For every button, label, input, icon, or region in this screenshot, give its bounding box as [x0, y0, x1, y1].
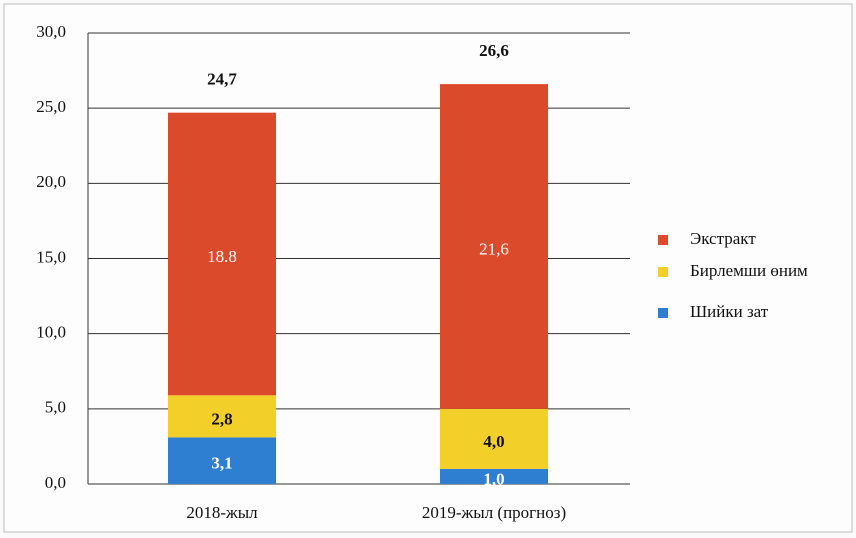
total-label: 26,6	[479, 41, 509, 60]
data-label: 18.8	[207, 247, 237, 266]
bar-segment	[440, 84, 548, 409]
legend-marker	[658, 267, 668, 277]
chart-frame	[3, 3, 853, 533]
legend-label: Экстракт	[690, 229, 756, 248]
y-tick-label: 0,0	[45, 473, 66, 492]
legend-marker	[658, 235, 668, 245]
y-tick-label: 30,0	[36, 22, 66, 41]
data-label: 1,0	[483, 469, 504, 488]
bar-segment	[440, 468, 548, 484]
y-tick-label: 25,0	[36, 97, 66, 116]
data-label: 21,6	[479, 239, 509, 258]
bar-segment	[440, 408, 548, 469]
data-label: 3,1	[211, 454, 232, 473]
data-label: 4,0	[483, 432, 504, 451]
x-tick-label: 2019-жыл (прогноз)	[422, 503, 566, 522]
bar-segment	[168, 395, 276, 438]
data-label: 2,8	[211, 409, 232, 428]
y-tick-label: 20,0	[36, 172, 66, 191]
bar-segment	[168, 112, 276, 396]
y-tick-label: 15,0	[36, 247, 66, 266]
legend-label: Бирлемши өним	[690, 261, 808, 280]
y-tick-label: 10,0	[36, 323, 66, 342]
y-tick-label: 5,0	[45, 398, 66, 417]
legend-marker	[658, 308, 668, 318]
x-tick-label: 2018-жыл	[186, 503, 258, 522]
legend-label: Шийки зат	[690, 302, 769, 321]
total-label: 24,7	[207, 70, 237, 89]
bar-segment	[168, 437, 276, 484]
